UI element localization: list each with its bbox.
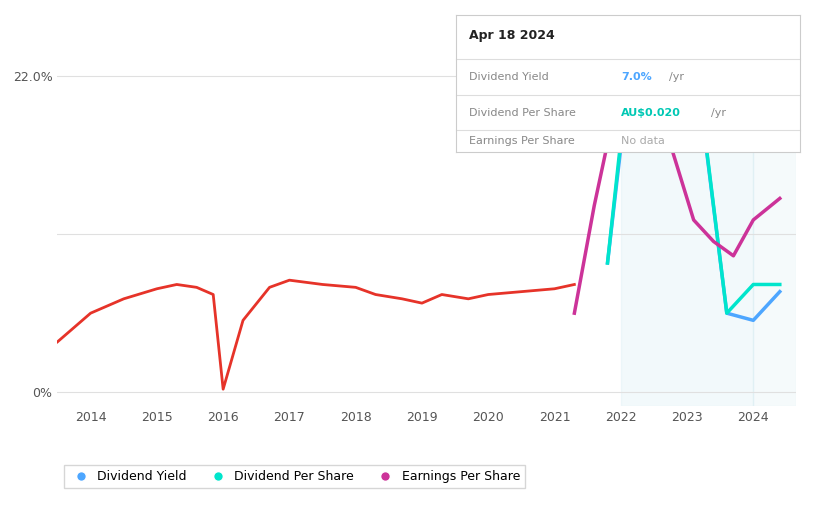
Text: Dividend Yield: Dividend Yield	[470, 72, 549, 82]
Text: Apr 18 2024: Apr 18 2024	[470, 29, 555, 42]
Text: Earnings Per Share: Earnings Per Share	[470, 137, 576, 146]
Text: Dividend Per Share: Dividend Per Share	[470, 108, 576, 118]
Bar	[621, 41, 754, 406]
Text: /yr: /yr	[669, 72, 685, 82]
Text: No data: No data	[621, 137, 665, 146]
Legend: Dividend Yield, Dividend Per Share, Earnings Per Share: Dividend Yield, Dividend Per Share, Earn…	[64, 465, 525, 488]
Bar	[754, 41, 796, 406]
Text: /yr: /yr	[711, 108, 726, 118]
Text: 7.0%: 7.0%	[621, 72, 652, 82]
Text: AU$0.020: AU$0.020	[621, 108, 681, 118]
Text: Past: Past	[757, 79, 782, 92]
